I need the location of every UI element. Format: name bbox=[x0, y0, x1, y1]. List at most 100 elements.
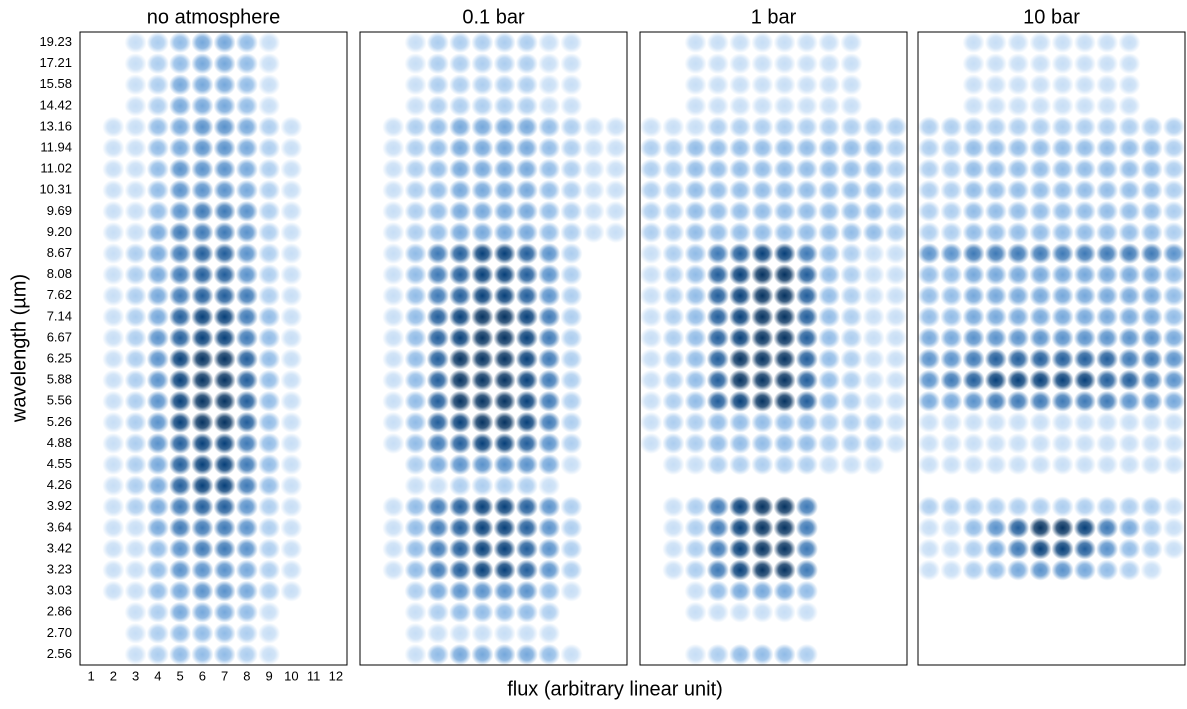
cell-spot bbox=[1118, 644, 1140, 665]
cell-spot bbox=[169, 580, 192, 602]
cell-spot bbox=[560, 137, 583, 159]
cell-spot bbox=[493, 348, 516, 370]
cell-spot bbox=[583, 74, 605, 95]
cell-spot bbox=[258, 116, 281, 138]
cell-spot bbox=[1029, 158, 1052, 180]
cell-spot bbox=[662, 95, 684, 116]
cell-spot bbox=[818, 411, 841, 433]
cell-spot bbox=[583, 475, 605, 496]
cell-spot bbox=[325, 180, 347, 201]
cell-spot bbox=[1162, 538, 1185, 560]
cell-spot bbox=[840, 602, 862, 623]
cell-spot bbox=[662, 74, 684, 95]
cell-spot bbox=[984, 137, 1007, 159]
cell-spot bbox=[449, 369, 472, 391]
cell-spot bbox=[918, 95, 940, 116]
cell-spot bbox=[360, 264, 382, 285]
cell-spot bbox=[1029, 623, 1051, 644]
cell-spot bbox=[885, 74, 907, 95]
cell-spot bbox=[1074, 581, 1096, 602]
cell-spot bbox=[191, 32, 214, 54]
cell-spot bbox=[862, 158, 885, 180]
cell-spot bbox=[280, 158, 303, 180]
cell-spot bbox=[605, 644, 627, 665]
cell-spot bbox=[1118, 137, 1141, 159]
cell-spot bbox=[751, 623, 773, 644]
cell-spot bbox=[325, 264, 347, 285]
cell-spot bbox=[751, 643, 774, 665]
cell-spot bbox=[863, 95, 885, 116]
cell-spot bbox=[471, 179, 494, 201]
cell-spot bbox=[818, 602, 840, 623]
cell-spot bbox=[404, 517, 427, 539]
cell-spot bbox=[840, 243, 863, 265]
cell-spot bbox=[471, 559, 494, 581]
cell-spot bbox=[751, 348, 774, 370]
cell-spot bbox=[751, 475, 773, 496]
cell-spot bbox=[515, 454, 538, 476]
cell-spot bbox=[213, 580, 236, 602]
cell-spot bbox=[191, 559, 214, 581]
cell-spot bbox=[583, 349, 605, 370]
cell-spot bbox=[146, 432, 169, 455]
cell-spot bbox=[560, 53, 583, 75]
cell-spot bbox=[1029, 454, 1052, 476]
cell-spot bbox=[1007, 517, 1030, 539]
cell-spot bbox=[840, 137, 863, 159]
y-tick-label: 2.70 bbox=[47, 625, 72, 640]
y-tick-label: 3.23 bbox=[47, 561, 72, 576]
cell-spot bbox=[863, 602, 885, 623]
cell-spot bbox=[191, 390, 214, 412]
cell-spot bbox=[940, 623, 962, 644]
cell-spot bbox=[102, 623, 124, 644]
cell-spot bbox=[918, 581, 940, 602]
cell-spot bbox=[918, 411, 941, 433]
cell-spot bbox=[169, 74, 192, 96]
cell-spot bbox=[325, 454, 347, 475]
cell-spot bbox=[102, 369, 125, 391]
cell-spot bbox=[169, 221, 192, 243]
cell-spot bbox=[80, 581, 102, 602]
cell-spot bbox=[404, 158, 427, 180]
cell-spot bbox=[1096, 644, 1118, 665]
cell-spot bbox=[303, 116, 325, 137]
cell-spot bbox=[191, 179, 214, 201]
cell-spot bbox=[885, 475, 907, 496]
cell-spot bbox=[382, 306, 405, 328]
cell-spot bbox=[325, 116, 347, 137]
cell-spot bbox=[884, 348, 907, 370]
cell-spot bbox=[1162, 116, 1185, 138]
cell-spot bbox=[1029, 306, 1052, 328]
cell-spot bbox=[303, 285, 325, 306]
cell-spot bbox=[1073, 496, 1096, 518]
cell-spot bbox=[191, 622, 214, 644]
cell-spot bbox=[493, 179, 516, 201]
cell-spot bbox=[605, 538, 627, 559]
cell-spot bbox=[1029, 538, 1052, 560]
cell-spot bbox=[1074, 644, 1096, 665]
cell-spot bbox=[604, 158, 627, 180]
cell-spot bbox=[426, 496, 449, 518]
cell-spot bbox=[560, 475, 582, 496]
cell-spot bbox=[325, 95, 347, 116]
cell-spot bbox=[1140, 327, 1163, 349]
cell-spot bbox=[1163, 581, 1185, 602]
cell-spot bbox=[280, 623, 302, 644]
cell-spot bbox=[471, 496, 494, 518]
cell-spot bbox=[795, 285, 818, 307]
cell-spot bbox=[751, 221, 774, 243]
cell-spot bbox=[940, 559, 963, 581]
cell-spot bbox=[404, 643, 427, 665]
cell-spot bbox=[493, 643, 516, 665]
cell-spot bbox=[1051, 158, 1074, 180]
cell-spot bbox=[604, 179, 627, 201]
cell-spot bbox=[773, 559, 796, 581]
cell-spot bbox=[795, 306, 818, 328]
cell-spot bbox=[515, 95, 538, 117]
cell-spot bbox=[280, 644, 302, 665]
cell-spot bbox=[191, 643, 214, 665]
cell-spot bbox=[280, 390, 303, 412]
cell-spot bbox=[493, 475, 516, 497]
cell-spot bbox=[640, 623, 662, 644]
cell-spot bbox=[258, 327, 281, 349]
